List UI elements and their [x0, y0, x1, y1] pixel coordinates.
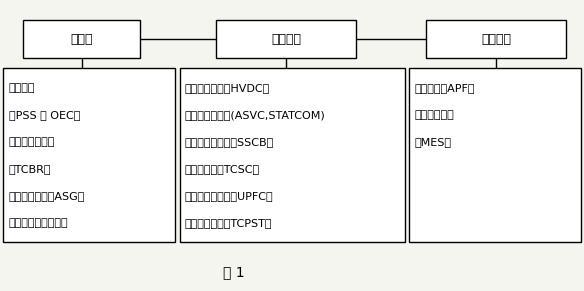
- FancyBboxPatch shape: [216, 20, 356, 58]
- Text: 无触电电路开关（SSCB）: 无触电电路开关（SSCB）: [185, 137, 274, 147]
- Text: 高速直流输电（HVDC）: 高速直流输电（HVDC）: [185, 83, 270, 93]
- Text: 有源滤波（APF）: 有源滤波（APF）: [415, 83, 475, 93]
- Text: （PSS 和 OEC）: （PSS 和 OEC）: [9, 110, 80, 120]
- Text: 可近代串补（TCSC）: 可近代串补（TCSC）: [185, 164, 260, 174]
- Text: 飞轮储能变速发电机: 飞轮储能变速发电机: [9, 218, 68, 228]
- FancyBboxPatch shape: [409, 68, 581, 242]
- Text: 发电厂: 发电厂: [71, 33, 93, 46]
- FancyBboxPatch shape: [180, 68, 405, 242]
- Text: 变速发电机组（ASG）: 变速发电机组（ASG）: [9, 191, 85, 201]
- Text: 静态励磁: 静态励磁: [9, 83, 35, 93]
- FancyBboxPatch shape: [426, 20, 566, 58]
- Text: 静止无功发生器(ASVC,STATCOM): 静止无功发生器(ASVC,STATCOM): [185, 110, 325, 120]
- Text: 统一潮流控制器（UPFC）: 统一潮流控制器（UPFC）: [185, 191, 273, 201]
- Text: （MES）: （MES）: [415, 137, 451, 147]
- Text: 微型储能装置: 微型储能装置: [415, 110, 454, 120]
- Text: 图 1: 图 1: [223, 265, 245, 279]
- Text: 晶闸管控制制动: 晶闸管控制制动: [9, 137, 55, 147]
- Text: 可近代移相器（TCPST）: 可近代移相器（TCPST）: [185, 218, 272, 228]
- Text: 配电系统: 配电系统: [481, 33, 512, 46]
- FancyBboxPatch shape: [23, 20, 140, 58]
- Text: 输电系统: 输电系统: [271, 33, 301, 46]
- Text: （TCBR）: （TCBR）: [9, 164, 51, 174]
- FancyBboxPatch shape: [3, 68, 175, 242]
